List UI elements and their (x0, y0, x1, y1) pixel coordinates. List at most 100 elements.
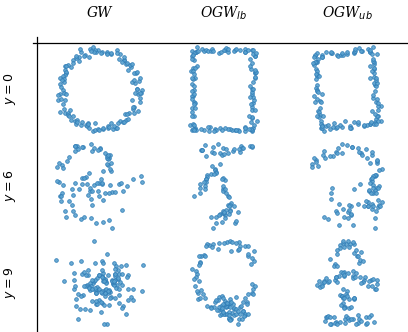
Point (111, 124, 118, 129)
Point (375, 104, 381, 109)
Point (331, 120, 338, 125)
Point (208, 171, 215, 176)
Point (209, 244, 215, 249)
Point (337, 245, 343, 250)
Point (335, 223, 342, 228)
Point (365, 203, 371, 208)
Point (227, 317, 234, 323)
Point (63, 214, 69, 219)
Point (65, 113, 71, 118)
Point (65, 198, 72, 203)
Point (212, 166, 219, 172)
Point (252, 53, 259, 58)
Point (372, 174, 379, 179)
Point (59, 191, 65, 196)
Point (92, 288, 99, 293)
Point (226, 315, 233, 320)
Point (249, 114, 255, 119)
Point (93, 301, 100, 306)
Point (372, 215, 379, 221)
Point (62, 208, 69, 214)
Point (313, 157, 319, 162)
Point (113, 282, 120, 287)
Point (101, 279, 108, 284)
Point (217, 211, 223, 217)
Point (105, 124, 112, 130)
Point (62, 91, 69, 96)
Point (339, 296, 346, 301)
Point (67, 118, 74, 123)
Point (358, 48, 365, 54)
Point (124, 297, 131, 302)
Point (318, 122, 324, 127)
Point (113, 125, 120, 131)
Point (138, 88, 145, 93)
Point (368, 152, 375, 157)
Point (100, 261, 107, 266)
Point (219, 308, 226, 313)
Point (223, 300, 229, 306)
Point (246, 84, 253, 89)
Point (366, 49, 373, 54)
Point (196, 259, 203, 264)
Point (73, 303, 79, 308)
Point (363, 146, 369, 151)
Point (115, 276, 122, 282)
Point (348, 316, 355, 322)
Point (379, 166, 386, 172)
Point (242, 312, 248, 317)
Point (245, 291, 252, 297)
Point (350, 273, 357, 279)
Point (98, 309, 104, 314)
Point (116, 300, 122, 305)
Point (198, 147, 205, 152)
Point (116, 119, 123, 124)
Point (191, 72, 197, 77)
Point (196, 261, 203, 266)
Point (231, 313, 237, 318)
Point (124, 117, 131, 122)
Point (339, 150, 346, 156)
Point (350, 276, 357, 281)
Point (228, 299, 235, 304)
Point (249, 144, 256, 149)
Point (90, 281, 96, 286)
Point (222, 298, 228, 304)
Point (227, 300, 233, 305)
Point (333, 263, 340, 268)
Point (112, 271, 119, 276)
Point (370, 92, 376, 97)
Point (104, 153, 111, 159)
Point (137, 91, 143, 96)
Point (104, 161, 110, 166)
Point (215, 304, 222, 310)
Point (195, 48, 201, 53)
Point (84, 282, 90, 288)
Point (72, 143, 78, 149)
Point (357, 182, 364, 187)
Point (335, 145, 341, 150)
Point (125, 272, 131, 277)
Point (227, 238, 234, 243)
Point (126, 110, 133, 116)
Point (203, 47, 210, 52)
Point (366, 279, 373, 284)
Point (84, 182, 91, 187)
Point (242, 312, 248, 317)
Point (140, 262, 146, 267)
Point (62, 63, 69, 68)
Point (327, 321, 333, 326)
Point (107, 169, 114, 174)
Point (357, 257, 363, 263)
Point (72, 56, 79, 61)
Point (322, 123, 329, 128)
Point (124, 68, 131, 73)
Point (119, 60, 126, 65)
Point (329, 185, 335, 190)
Point (313, 72, 319, 77)
Point (191, 126, 197, 132)
Point (226, 310, 233, 315)
Point (80, 144, 86, 149)
Point (233, 311, 239, 316)
Point (373, 75, 379, 80)
